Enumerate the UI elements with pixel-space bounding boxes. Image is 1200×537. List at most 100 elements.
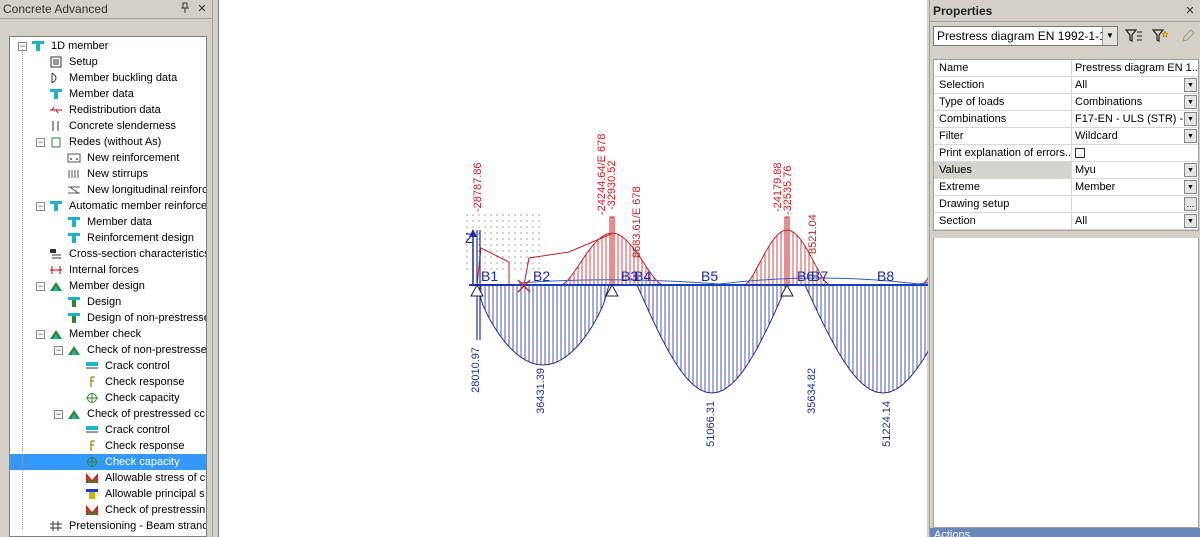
property-row[interactable]: Drawing setup... — [934, 196, 1198, 213]
filter-settings-icon[interactable] — [1123, 26, 1145, 46]
chevron-down-icon[interactable]: ▼ — [1184, 214, 1197, 228]
tree-item-label: Check response — [105, 440, 185, 452]
actions-bar[interactable]: Actions — [930, 528, 1200, 537]
pin-icon[interactable] — [178, 2, 192, 16]
positive-value-label: 51224.14 — [881, 401, 893, 447]
tree-item[interactable]: New reinforcement — [10, 150, 206, 166]
tree-item[interactable]: −1D member — [10, 38, 206, 54]
property-row[interactable]: Combinations F17-EN - ULS (STR) - ▼ — [934, 111, 1198, 128]
hatch-dot — [538, 214, 540, 216]
tree-item[interactable]: Redistribution data — [10, 102, 206, 118]
tree-item[interactable]: − Check of prestressed cc — [10, 406, 206, 422]
hatch-dot — [514, 220, 516, 222]
tree-item[interactable]: Concrete slenderness — [10, 118, 206, 134]
property-row[interactable]: Type of loads Combinations ▼ — [934, 94, 1198, 111]
property-value[interactable]: F17-EN - ULS (STR) - ▼ — [1072, 111, 1198, 127]
negative-value-label: 8521.04 — [807, 214, 819, 254]
property-row[interactable]: Extreme Member ▼ — [934, 179, 1198, 196]
hatch-dot — [478, 250, 480, 252]
tree-item[interactable]: − Member design — [10, 278, 206, 294]
properties-title: Properties — [933, 3, 993, 18]
print-errors-checkbox[interactable] — [1075, 148, 1085, 158]
chevron-down-icon[interactable]: ▼ — [1102, 26, 1117, 45]
tree-connector — [22, 49, 23, 529]
edit-pencil-icon[interactable] — [1177, 26, 1199, 46]
property-row[interactable]: Name Prestress diagram EN 1... — [934, 60, 1198, 77]
tree-item[interactable]: Check of prestressin — [10, 502, 206, 518]
hatch-dot — [490, 238, 492, 240]
chevron-down-icon[interactable]: ▼ — [1184, 163, 1197, 177]
property-row[interactable]: Values Myu ▼ — [934, 162, 1198, 179]
collapse-toggle[interactable]: − — [54, 344, 63, 355]
hatch-dot — [502, 262, 504, 264]
tree-item[interactable]: Check response — [10, 438, 206, 454]
chevron-down-icon[interactable]: ▼ — [1184, 95, 1197, 109]
property-value[interactable]: All ▼ — [1072, 77, 1198, 93]
hatch-dot — [502, 226, 504, 228]
drawing-setup-button[interactable]: ... — [1184, 197, 1197, 211]
collapse-toggle[interactable]: − — [36, 200, 45, 211]
tree-item[interactable]: Allowable stress of c — [10, 470, 206, 486]
collapse-toggle[interactable]: − — [54, 408, 63, 419]
property-row[interactable]: Print explanation of errors... — [934, 145, 1198, 162]
tree-view[interactable]: −1D member Setup Member buckling data Membe… — [9, 36, 207, 537]
hatch-dot — [526, 232, 528, 234]
tree-item[interactable]: − Redes (without As) — [10, 134, 206, 150]
property-row[interactable]: Selection All ▼ — [934, 77, 1198, 94]
collapse-toggle[interactable]: − — [36, 136, 45, 147]
hatch-dot — [514, 262, 516, 264]
tree-item[interactable]: − Automatic member reinforcen — [10, 198, 206, 214]
collapse-toggle[interactable]: − — [36, 280, 45, 291]
tree-item[interactable]: Pretensioning - Beam strand — [10, 518, 206, 534]
chevron-down-icon[interactable]: ▼ — [1184, 112, 1197, 126]
tree-item[interactable]: Member data — [10, 86, 206, 102]
tree-item[interactable]: − Check of non-prestresse — [10, 342, 206, 358]
hatch-dot — [520, 220, 522, 222]
tree-item[interactable]: − Member check — [10, 326, 206, 342]
tree-item[interactable]: Check response — [10, 374, 206, 390]
tree-item[interactable]: Internal forces — [10, 262, 206, 278]
tree-item[interactable]: Crack control — [10, 358, 206, 374]
diagram-canvas[interactable]: ZB1B2B3B4B5B6B7B8B9B10B11B12-28787.86-24… — [218, 0, 928, 537]
principal-icon — [84, 487, 99, 501]
tree-item[interactable]: New stirrups — [10, 166, 206, 182]
tree-item[interactable]: Cross-section characteristics — [10, 246, 206, 262]
property-value[interactable]: All ▼ — [1072, 213, 1198, 229]
chevron-down-icon[interactable]: ▼ — [1184, 180, 1197, 194]
close-icon[interactable]: ✕ — [1185, 4, 1195, 17]
tree-item[interactable]: Member buckling data — [10, 70, 206, 86]
tree-item[interactable]: Design of non-prestresse — [10, 310, 206, 326]
hatch-dot — [508, 256, 510, 258]
tree-item[interactable]: Setup — [10, 54, 206, 70]
hatch-dot — [520, 256, 522, 258]
tree-item[interactable]: Crack control — [10, 422, 206, 438]
hatch-dot — [466, 232, 468, 234]
hatch-dot — [532, 268, 534, 270]
tree-item[interactable]: New longitudinal reinforc — [10, 182, 206, 198]
tree-item[interactable]: Member data — [10, 214, 206, 230]
tree-item[interactable]: Check capacity — [10, 390, 206, 406]
chevron-down-icon[interactable]: ▼ — [1184, 129, 1197, 143]
tree-item[interactable]: Allowable principal s — [10, 486, 206, 502]
tree-item[interactable]: Design — [10, 294, 206, 310]
close-icon[interactable]: ✕ — [197, 3, 207, 15]
collapse-toggle[interactable]: − — [36, 328, 45, 339]
capacity-icon — [84, 391, 99, 405]
reinforcement-icon — [66, 151, 81, 165]
diagram-selector[interactable]: Prestress diagram EN 1992-1-1 (1) ▼ — [933, 25, 1118, 46]
tree-item[interactable]: Reinforcement design — [10, 230, 206, 246]
property-value[interactable]: Myu ▼ — [1072, 162, 1198, 178]
property-value[interactable] — [1072, 145, 1198, 161]
chevron-down-icon[interactable]: ▼ — [1184, 78, 1197, 92]
property-value[interactable]: Wildcard ▼ — [1072, 128, 1198, 144]
strand-icon — [48, 519, 63, 533]
property-value[interactable]: Prestress diagram EN 1... — [1072, 60, 1198, 76]
tree-item[interactable]: Check capacity — [10, 454, 206, 470]
property-value[interactable]: Combinations ▼ — [1072, 94, 1198, 110]
filter-wizard-icon[interactable] — [1150, 26, 1172, 46]
property-value[interactable]: Member ▼ — [1072, 179, 1198, 195]
property-row[interactable]: Section All ▼ — [934, 213, 1198, 230]
property-value[interactable]: ... — [1072, 196, 1198, 212]
property-row[interactable]: Filter Wildcard ▼ — [934, 128, 1198, 145]
hatch-dot — [478, 214, 480, 216]
